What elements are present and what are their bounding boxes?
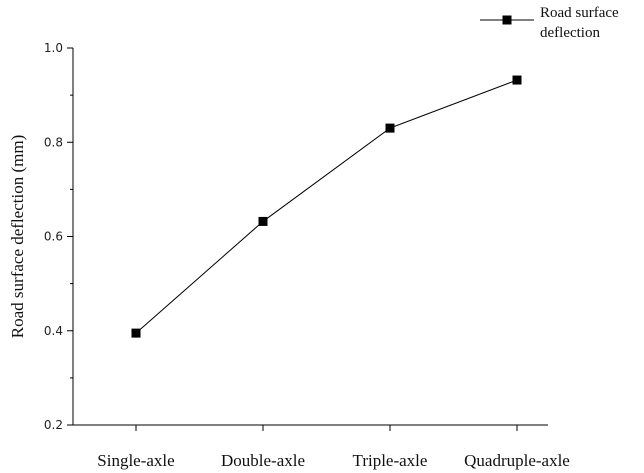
y-tick-label: 0.6	[44, 230, 63, 244]
x-tick-label: Triple-axle	[353, 451, 428, 470]
data-point-marker	[512, 75, 522, 85]
data-point-marker	[258, 216, 268, 226]
y-ticks: 0.2 0.4 0.6 0.8 1.0	[44, 41, 73, 432]
legend-label-line-2: deflection	[540, 25, 600, 41]
data-point-marker	[131, 328, 141, 338]
y-tick-label: 1.0	[44, 41, 63, 55]
y-tick-label: 0.4	[44, 324, 63, 338]
x-ticks: Single-axle Double-axle Triple-axle Quadrup…	[97, 425, 570, 470]
data-point-marker	[385, 123, 395, 133]
series-line	[135, 79, 518, 334]
axes	[72, 48, 548, 426]
x-tick-label: Single-axle	[97, 451, 174, 470]
legend-label: Road surface deflection	[540, 5, 622, 41]
x-tick-label: Quadruple-axle	[464, 451, 570, 470]
x-tick-label: Double-axle	[221, 451, 305, 470]
legend: Road surface deflection	[480, 5, 622, 41]
y-axis-title: Road surface deflection (mm)	[8, 135, 27, 338]
legend-marker-swatch	[502, 15, 512, 25]
series-group	[131, 75, 522, 338]
y-tick-label: 0.8	[44, 135, 63, 149]
y-tick-label: 0.2	[44, 418, 63, 432]
legend-label-line-1: Road surface	[540, 5, 619, 21]
